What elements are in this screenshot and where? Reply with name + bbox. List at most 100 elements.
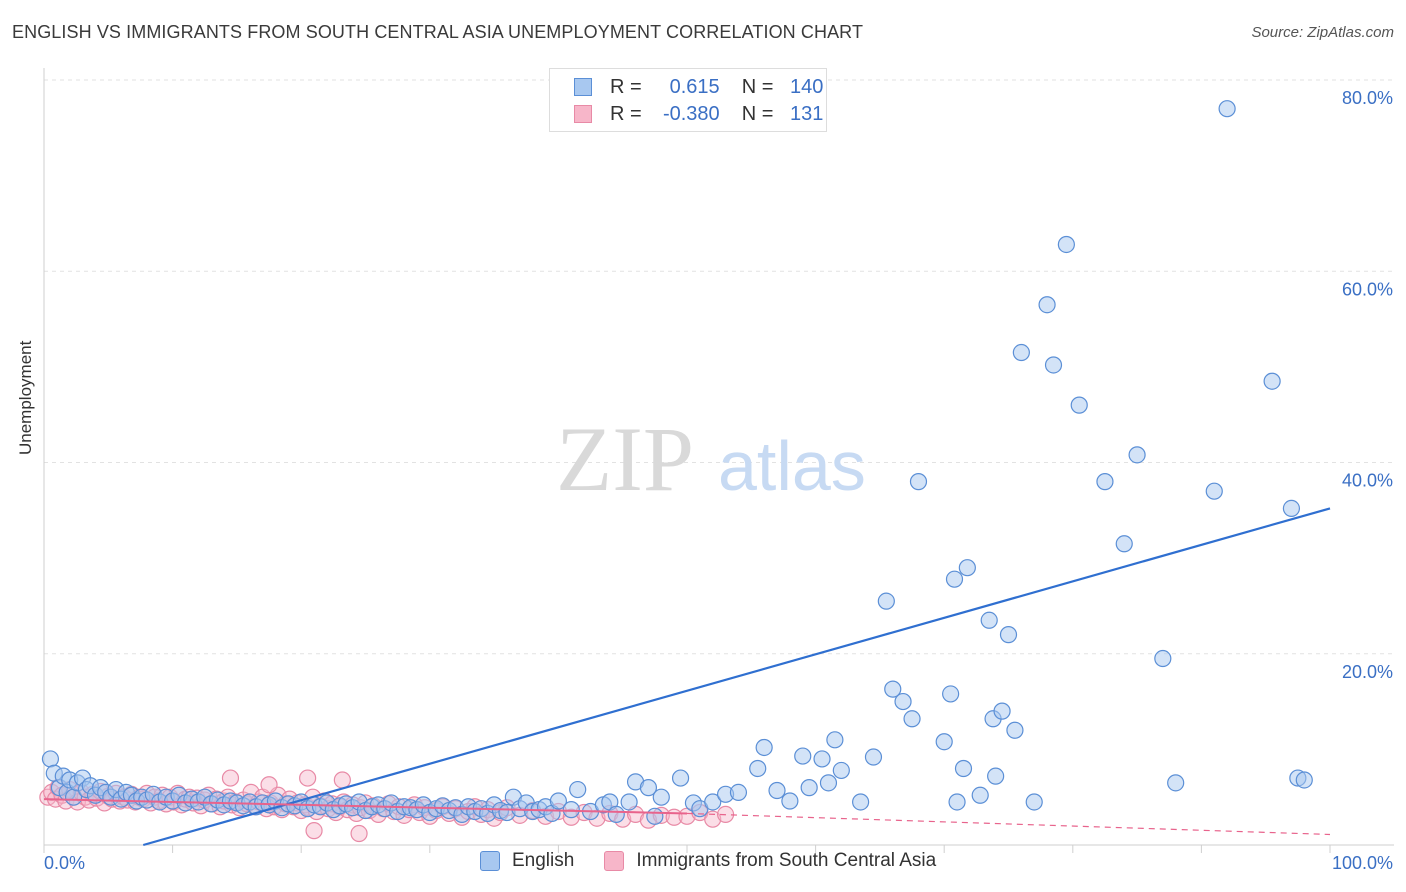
data-point-english [1038, 296, 1056, 314]
data-point-english [652, 788, 670, 806]
data-point-english [569, 780, 587, 799]
data-point-english [639, 779, 658, 797]
data-point-english [954, 759, 973, 778]
trend-line-immigrants [43, 798, 688, 815]
data-point-english [942, 685, 960, 703]
legend-item-english: English [480, 850, 574, 872]
immigrants-swatch [574, 105, 592, 123]
data-point-english [819, 774, 838, 792]
trend-line-immigrants-projection [686, 812, 1331, 836]
legend-item-immigrants: Immigrants from South Central Asia [604, 850, 936, 872]
correlation-legend: R = 0.615 N = 140 R = -0.380 N = 131 [549, 68, 827, 132]
data-point-english [1295, 771, 1313, 789]
data-point-english [1006, 721, 1024, 739]
english-swatch [574, 78, 592, 96]
data-point-english [704, 793, 722, 811]
n-label: N = [741, 75, 774, 98]
data-point-english [794, 747, 812, 765]
data-point-english [1012, 343, 1030, 362]
data-point-english [884, 680, 902, 698]
data-point-immigrants [333, 771, 351, 789]
data-point-english [948, 793, 966, 811]
immigrants-legend-swatch [604, 851, 625, 871]
source-label: Source: ZipAtlas.com [1251, 24, 1394, 41]
x-tick-labels: 0.0% 100.0% [44, 853, 1393, 873]
watermark-zip: ZIP [556, 408, 694, 510]
data-point-english [646, 807, 664, 825]
data-point-english [935, 733, 953, 751]
data-point-english [1128, 446, 1146, 464]
data-point-english [1154, 649, 1172, 668]
data-point-english [1025, 793, 1043, 811]
data-point-english [1115, 535, 1133, 553]
data-point-english [562, 801, 580, 819]
data-point-english [755, 738, 773, 757]
data-point-english [620, 793, 638, 811]
data-point-english [813, 750, 831, 768]
data-point-english [894, 692, 912, 711]
series-legend: English Immigrants from South Central As… [480, 850, 966, 872]
x-tick-label-left: 0.0% [44, 853, 85, 873]
data-point-immigrants [299, 769, 317, 787]
data-point-english [980, 611, 998, 629]
y-axis-label: Unemployment [16, 340, 35, 455]
data-point-english [1263, 372, 1281, 390]
r-label: R = [610, 102, 642, 125]
data-point-english [729, 783, 748, 802]
series-english-points [41, 100, 1313, 825]
trend-lines [43, 507, 1331, 847]
n-label: N = [741, 102, 774, 125]
data-point-english [864, 748, 883, 766]
data-point-english [549, 792, 568, 810]
data-point-english [768, 781, 786, 800]
x-tick-label-right: 100.0% [1332, 853, 1393, 873]
y-tick-label: 80.0% [1342, 88, 1393, 108]
data-point-english [749, 759, 767, 778]
data-point-english [1096, 473, 1114, 491]
data-point-english [1205, 482, 1223, 500]
legend-label-immigrants: Immigrants from South Central Asia [636, 850, 937, 871]
data-point-english [1282, 499, 1301, 517]
y-tick-label: 40.0% [1342, 471, 1393, 491]
data-point-english [671, 769, 690, 787]
n-value-immigrants: 131 [790, 102, 824, 125]
data-point-english [909, 473, 928, 491]
data-point-english [1057, 235, 1075, 254]
data-point-english [607, 805, 625, 824]
y-tick-labels: 20.0% 40.0% 60.0% 80.0% [1342, 88, 1393, 682]
data-point-english [958, 559, 976, 577]
data-point-english [877, 592, 895, 610]
data-point-english [903, 710, 921, 728]
data-point-english [971, 786, 989, 804]
data-point-english [800, 779, 818, 797]
data-point-english [852, 793, 870, 811]
watermark-atlas: atlas [718, 427, 866, 505]
data-point-english [1070, 396, 1088, 414]
data-point-immigrants [221, 769, 240, 787]
data-point-english [1218, 100, 1236, 118]
data-point-english [826, 731, 844, 749]
data-point-english [945, 570, 964, 588]
data-point-immigrants [350, 824, 368, 843]
legend-row-immigrants: R = -0.380 N = 131 [574, 101, 823, 127]
r-value-english: 0.615 [669, 75, 720, 98]
chart-title: ENGLISH VS IMMIGRANTS FROM SOUTH CENTRAL… [12, 22, 864, 42]
data-point-english [781, 792, 799, 810]
y-tick-label: 60.0% [1342, 279, 1393, 299]
data-point-english [993, 702, 1011, 720]
data-point-english [1044, 356, 1063, 374]
data-point-immigrants [305, 822, 323, 840]
r-label: R = [610, 75, 642, 98]
legend-label-english: English [512, 850, 575, 871]
r-value-immigrants: -0.380 [662, 102, 720, 125]
data-point-immigrants [704, 810, 722, 828]
data-point-english [1167, 774, 1185, 792]
data-point-english [999, 626, 1018, 644]
english-legend-swatch [480, 851, 500, 871]
y-tick-label: 20.0% [1342, 662, 1393, 682]
data-point-english [832, 761, 850, 780]
trend-line-english [142, 507, 1331, 847]
n-value-english: 140 [790, 75, 824, 98]
legend-row-english: R = 0.615 N = 140 [574, 74, 823, 100]
